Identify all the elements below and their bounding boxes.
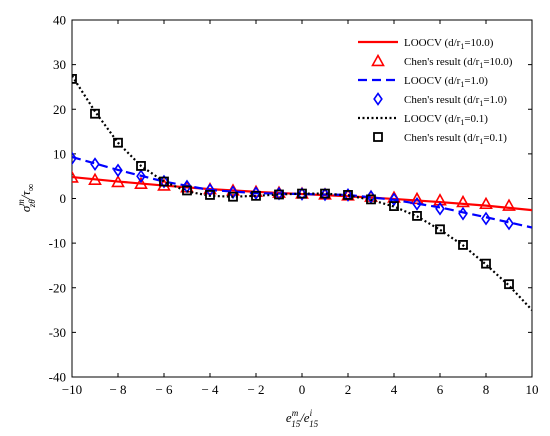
x-label-sup2: i — [310, 408, 313, 418]
legend-item: LOOCV (d/r1=1.0) — [358, 75, 488, 89]
data-point — [389, 201, 399, 211]
legend-item: LOOCV (d/r1=0.1) — [358, 113, 488, 127]
series-line — [72, 75, 532, 311]
data-point — [389, 192, 399, 207]
data-point — [72, 170, 79, 183]
legend-marker — [373, 92, 383, 106]
series-line — [72, 175, 532, 212]
data-point — [435, 224, 445, 235]
y-label-sub: zθ — [27, 199, 37, 209]
y-tick-label: -40 — [49, 370, 66, 385]
data-point — [412, 196, 422, 211]
data-point — [136, 169, 146, 184]
data-point — [274, 189, 284, 200]
data-point — [410, 191, 424, 205]
y-tick-label: 30 — [53, 57, 66, 72]
x-label-slash: /e — [299, 410, 310, 425]
legend-label: LOOCV (d/r1=10.0) — [404, 37, 494, 51]
data-point — [458, 240, 468, 250]
data-point — [72, 74, 77, 84]
legend-label: Chen's result (d/r1=1.0) — [404, 94, 507, 108]
x-label-base: e — [286, 410, 292, 425]
data-point — [456, 194, 470, 208]
data-point — [113, 163, 123, 178]
legend-label: Chen's result (d/r1=0.1) — [404, 132, 507, 146]
x-axis-label: em 15/ei 15 — [286, 408, 319, 429]
data-point — [90, 108, 100, 119]
data-point — [479, 196, 493, 210]
y-label-sub2: ∞ — [26, 184, 37, 191]
y-tick-label: 10 — [53, 146, 66, 161]
data-point — [297, 187, 307, 201]
data-point — [159, 176, 169, 187]
x-label-sub2: 15 — [309, 419, 319, 429]
y-label-sup: m — [16, 199, 26, 206]
x-label-sub1: 15 — [291, 419, 301, 429]
data-point — [297, 188, 307, 199]
axis-ticks: −10 − 8 − 6 − 4 − 2 0 2 4 6 8 10 -40 -30 -20 -10 0 10 20 3… — [49, 13, 539, 398]
x-tick-label: 0 — [299, 382, 306, 397]
legend-label: LOOCV (d/r1=0.1) — [404, 113, 488, 127]
data-point — [111, 174, 125, 188]
data-point — [251, 190, 261, 201]
x-tick-label: − 4 — [201, 382, 219, 397]
y-tick-label: -30 — [49, 325, 66, 340]
legend-marker — [373, 132, 383, 142]
series-0 — [72, 175, 532, 212]
data-point — [504, 216, 514, 231]
y-axis-label: σmzθ/τ∞ — [16, 184, 37, 212]
legend-label: LOOCV (d/r1=1.0) — [404, 75, 488, 89]
data-point — [412, 211, 422, 221]
legend-item: LOOCV (d/r1=10.0) — [358, 37, 494, 51]
data-point — [159, 174, 169, 189]
legend-item: Chen's result (d/r1=1.0) — [373, 92, 507, 108]
y-tick-label: -10 — [49, 236, 66, 251]
x-tick-label: −10 — [62, 382, 82, 397]
data-point — [88, 172, 102, 185]
data-point — [205, 190, 215, 200]
series-5 — [72, 74, 514, 290]
y-tick-label: -20 — [49, 280, 66, 295]
data-point — [458, 206, 468, 221]
y-label-sigma: σ — [18, 205, 33, 212]
data-point — [182, 185, 192, 196]
y-tick-label: 20 — [53, 102, 66, 117]
x-tick-label: 2 — [345, 382, 352, 397]
x-tick-label: 4 — [391, 382, 398, 397]
x-tick-label: − 6 — [155, 382, 173, 397]
data-point — [90, 157, 100, 172]
y-label-slash: /τ — [18, 190, 33, 201]
legend-item: Chen's result (d/r1=0.1) — [373, 132, 507, 146]
data-point — [481, 258, 491, 269]
data-point — [366, 194, 376, 205]
data-point — [504, 279, 514, 290]
series-layer — [72, 74, 532, 311]
data-point — [136, 161, 146, 171]
legend-item: Chen's result (d/r1=10.0) — [371, 53, 513, 70]
series-4 — [72, 75, 532, 311]
data-point — [481, 211, 491, 226]
y-tick-label: 40 — [53, 13, 66, 28]
data-point — [320, 188, 330, 199]
legend-label: Chen's result (d/r1=10.0) — [404, 56, 513, 70]
data-point — [72, 151, 77, 166]
data-point — [228, 191, 238, 202]
x-tick-label: − 2 — [247, 382, 264, 397]
data-point — [435, 201, 445, 216]
legend: LOOCV (d/r1=10.0) Chen's result (d/r1=10.… — [358, 37, 513, 146]
data-point — [343, 188, 353, 202]
data-point — [502, 198, 516, 211]
x-label-sup1: m — [292, 408, 299, 418]
legend-marker — [371, 53, 385, 67]
x-tick-label: 6 — [437, 382, 444, 397]
y-tick-label: 0 — [60, 191, 67, 206]
data-point — [343, 190, 353, 200]
x-tick-label: 10 — [526, 382, 539, 397]
data-point — [134, 176, 148, 189]
data-point — [433, 193, 447, 206]
data-point — [113, 137, 123, 148]
x-tick-label: 8 — [483, 382, 490, 397]
x-tick-label: − 8 — [109, 382, 126, 397]
